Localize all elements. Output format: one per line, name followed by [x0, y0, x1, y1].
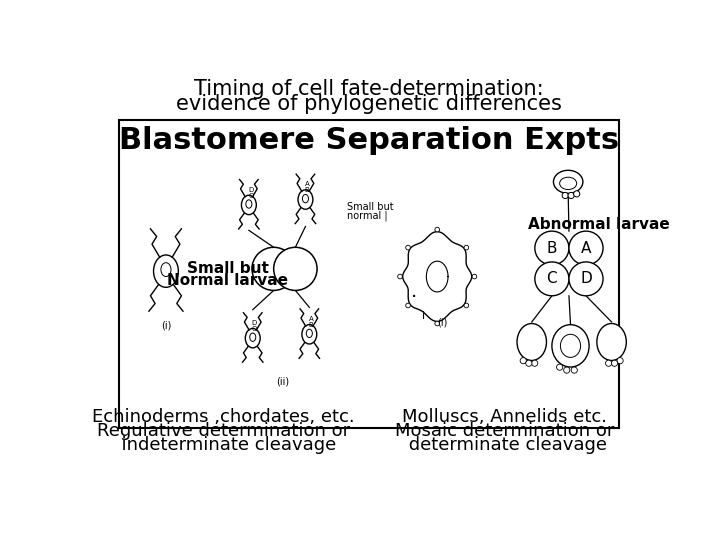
Circle shape [574, 191, 580, 197]
Ellipse shape [597, 323, 626, 361]
Text: Small but: Small but [347, 202, 394, 212]
Text: Regulative determination or: Regulative determination or [96, 422, 350, 440]
Circle shape [526, 360, 532, 366]
Text: Echinoderms ,chordates, etc.: Echinoderms ,chordates, etc. [92, 408, 355, 426]
Circle shape [569, 262, 603, 296]
Text: B: B [305, 187, 310, 193]
Ellipse shape [306, 329, 312, 338]
Ellipse shape [161, 262, 171, 276]
Bar [120, 120, 618, 428]
Text: B: B [546, 240, 557, 255]
Text: indeterminate cleavage: indeterminate cleavage [110, 436, 336, 454]
Circle shape [464, 245, 469, 250]
Ellipse shape [298, 190, 313, 210]
Ellipse shape [559, 177, 577, 190]
Ellipse shape [250, 333, 256, 341]
Text: Mosaic determination or: Mosaic determination or [395, 422, 614, 440]
Text: A: A [308, 316, 313, 322]
Circle shape [564, 367, 570, 373]
Circle shape [531, 360, 538, 366]
Ellipse shape [246, 328, 260, 348]
Text: (i): (i) [161, 320, 171, 330]
Text: i: i [422, 311, 425, 321]
Ellipse shape [552, 325, 589, 367]
Circle shape [435, 321, 439, 326]
Circle shape [606, 360, 612, 366]
Circle shape [397, 274, 402, 279]
Text: Molluscs, Annelids etc.: Molluscs, Annelids etc. [402, 408, 607, 426]
Circle shape [435, 227, 439, 232]
Circle shape [557, 364, 563, 370]
Text: Abnormal larvae: Abnormal larvae [528, 217, 670, 232]
Circle shape [472, 274, 477, 279]
Text: C: C [546, 272, 557, 286]
Text: Normal larvae: Normal larvae [168, 273, 289, 288]
Text: A: A [305, 181, 310, 187]
Circle shape [464, 303, 469, 308]
Circle shape [520, 357, 526, 364]
Text: A: A [581, 240, 591, 255]
Circle shape [571, 367, 577, 373]
Ellipse shape [246, 200, 252, 208]
Text: Blastomere Separation Expts: Blastomere Separation Expts [119, 126, 619, 156]
Text: Timing of cell fate-determination:: Timing of cell fate-determination: [194, 79, 544, 99]
Circle shape [569, 231, 603, 265]
Ellipse shape [302, 325, 317, 344]
Circle shape [617, 357, 624, 364]
Ellipse shape [153, 255, 179, 287]
Ellipse shape [241, 195, 256, 214]
Circle shape [562, 192, 568, 199]
Circle shape [274, 247, 317, 291]
Text: (i): (i) [438, 318, 448, 327]
Ellipse shape [554, 170, 583, 193]
Text: D: D [252, 320, 257, 326]
Circle shape [535, 262, 569, 296]
Text: D: D [248, 186, 254, 193]
Text: normal |: normal | [347, 211, 388, 221]
Text: (ii): (ii) [276, 377, 289, 387]
Text: O: O [248, 193, 254, 199]
Ellipse shape [517, 323, 546, 361]
Text: determinate cleavage: determinate cleavage [402, 436, 607, 454]
Text: .: . [411, 282, 417, 301]
Text: Small but: Small but [187, 261, 269, 276]
Circle shape [405, 245, 410, 250]
Text: evidence of phylogenetic differences: evidence of phylogenetic differences [176, 94, 562, 114]
Circle shape [611, 360, 618, 366]
Text: O: O [251, 326, 257, 332]
Circle shape [568, 192, 575, 199]
Text: B: B [308, 322, 313, 328]
Text: D: D [580, 272, 592, 286]
Circle shape [252, 247, 295, 291]
Circle shape [535, 231, 569, 265]
Ellipse shape [560, 334, 580, 357]
Circle shape [405, 303, 410, 308]
Ellipse shape [302, 194, 308, 203]
